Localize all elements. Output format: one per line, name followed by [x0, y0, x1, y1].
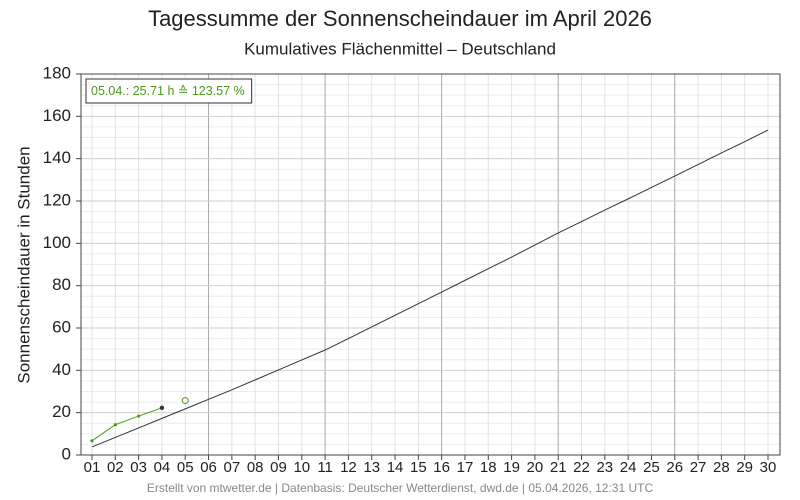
y-tick-label: 120	[43, 190, 71, 209]
x-tick-label: 27	[690, 459, 707, 476]
x-tick-label: 19	[503, 459, 520, 476]
x-tick-label: 26	[666, 459, 683, 476]
x-tick-label: 02	[107, 459, 124, 476]
annotation-box	[85, 78, 253, 104]
x-tick-label: 23	[596, 459, 613, 476]
y-tick-label: 20	[52, 402, 71, 421]
x-tick-label: 04	[154, 459, 171, 476]
x-tick-label: 07	[224, 459, 241, 476]
chart-title: Tagessumme der Sonnenscheindauer im Apri…	[148, 6, 652, 31]
y-tick-label: 160	[43, 106, 71, 125]
y-tick-label: 0	[62, 444, 71, 463]
y-axis-label: Sonnenscheindauer in Stunden	[14, 146, 33, 383]
y-tick-label: 140	[43, 148, 71, 167]
y-tick-label: 100	[43, 233, 71, 252]
y-tick-label: 180	[43, 63, 71, 82]
x-tick-label: 06	[200, 459, 217, 476]
current-point	[181, 397, 189, 405]
x-tick-label: 25	[643, 459, 660, 476]
data-point	[113, 423, 117, 427]
x-tick-label: 13	[363, 459, 380, 476]
x-tick-label: 29	[736, 459, 753, 476]
data-point	[90, 439, 94, 443]
y-tick-label: 40	[52, 360, 71, 379]
chart-subtitle: Kumulatives Flächenmittel – Deutschland	[244, 39, 556, 58]
footer: Erstellt von mtwetter.de | Datenbasis: D…	[147, 481, 654, 495]
data-point	[159, 405, 165, 410]
x-tick-label: 09	[270, 459, 287, 476]
x-tick-label: 11	[317, 459, 333, 476]
x-tick-label: 12	[340, 459, 357, 476]
plot-frame	[80, 73, 781, 456]
x-tick-label: 21	[550, 459, 567, 476]
annotation: 05.04.: 25.71 h ≙ 123.57 %	[91, 84, 245, 98]
x-tick-label: 08	[247, 459, 264, 476]
x-tick-label: 10	[293, 459, 310, 476]
x-tick-label: 14	[387, 459, 404, 476]
x-tick-label: 16	[433, 459, 450, 476]
x-tick-label: 30	[760, 459, 777, 476]
x-tick-label: 18	[480, 459, 497, 476]
data-point	[137, 414, 141, 418]
series-line	[91, 407, 163, 442]
y-tick-label: 60	[52, 317, 71, 336]
series-line	[91, 129, 769, 448]
x-tick-label: 01	[84, 459, 101, 476]
x-tick-label: 22	[573, 459, 590, 476]
x-tick-label: 17	[457, 459, 474, 476]
x-tick-label: 03	[130, 459, 147, 476]
x-tick-label: 28	[713, 459, 730, 476]
x-tick-label: 15	[410, 459, 427, 476]
x-tick-label: 20	[527, 459, 544, 476]
y-tick-label: 80	[52, 275, 71, 294]
x-tick-label: 24	[620, 459, 637, 476]
x-tick-label: 05	[177, 459, 194, 476]
